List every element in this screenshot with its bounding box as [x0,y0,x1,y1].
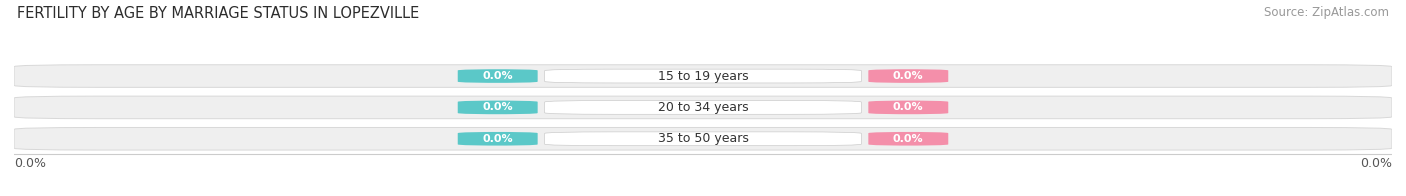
FancyBboxPatch shape [14,65,1392,87]
Text: 0.0%: 0.0% [893,102,924,113]
Text: 0.0%: 0.0% [482,134,513,144]
FancyBboxPatch shape [14,127,1392,150]
FancyBboxPatch shape [544,101,862,114]
FancyBboxPatch shape [458,101,537,114]
FancyBboxPatch shape [869,69,948,83]
FancyBboxPatch shape [869,132,948,146]
Text: 0.0%: 0.0% [893,134,924,144]
FancyBboxPatch shape [458,132,537,146]
FancyBboxPatch shape [458,69,537,83]
Text: Source: ZipAtlas.com: Source: ZipAtlas.com [1264,6,1389,19]
FancyBboxPatch shape [544,69,862,83]
FancyBboxPatch shape [14,96,1392,119]
FancyBboxPatch shape [544,132,862,146]
Text: FERTILITY BY AGE BY MARRIAGE STATUS IN LOPEZVILLE: FERTILITY BY AGE BY MARRIAGE STATUS IN L… [17,6,419,21]
Text: 15 to 19 years: 15 to 19 years [658,70,748,83]
Text: 0.0%: 0.0% [893,71,924,81]
Text: 35 to 50 years: 35 to 50 years [658,132,748,145]
Text: 20 to 34 years: 20 to 34 years [658,101,748,114]
Text: 0.0%: 0.0% [1360,157,1392,170]
Text: 0.0%: 0.0% [14,157,46,170]
FancyBboxPatch shape [869,101,948,114]
Text: 0.0%: 0.0% [482,102,513,113]
Text: 0.0%: 0.0% [482,71,513,81]
